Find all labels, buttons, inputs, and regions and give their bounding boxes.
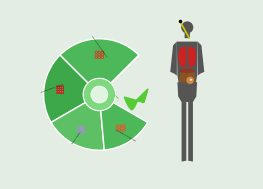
Circle shape xyxy=(83,78,115,111)
Circle shape xyxy=(84,126,85,127)
Wedge shape xyxy=(101,103,148,150)
Circle shape xyxy=(58,88,60,89)
Wedge shape xyxy=(44,55,88,122)
Circle shape xyxy=(77,128,78,129)
Circle shape xyxy=(79,130,80,131)
Polygon shape xyxy=(198,42,204,76)
Text: Safe to the environment: Safe to the environment xyxy=(92,35,107,57)
Polygon shape xyxy=(188,46,196,68)
Text: Photodynamic therapy: Photodynamic therapy xyxy=(40,84,63,93)
Circle shape xyxy=(58,90,60,91)
Polygon shape xyxy=(114,94,119,99)
Circle shape xyxy=(79,128,80,129)
Ellipse shape xyxy=(190,79,192,81)
Polygon shape xyxy=(170,42,177,76)
Circle shape xyxy=(60,85,62,87)
Circle shape xyxy=(77,126,78,127)
Ellipse shape xyxy=(180,69,195,73)
Polygon shape xyxy=(136,89,148,102)
Polygon shape xyxy=(181,102,186,162)
Ellipse shape xyxy=(186,77,194,84)
Circle shape xyxy=(77,132,78,134)
Wedge shape xyxy=(60,39,139,83)
Circle shape xyxy=(58,85,60,87)
Polygon shape xyxy=(178,82,197,102)
Polygon shape xyxy=(177,42,198,83)
Polygon shape xyxy=(179,73,195,82)
Wedge shape xyxy=(51,103,104,150)
FancyBboxPatch shape xyxy=(185,33,190,38)
Circle shape xyxy=(60,88,62,89)
Circle shape xyxy=(181,21,193,33)
Polygon shape xyxy=(124,91,147,110)
Circle shape xyxy=(56,90,57,91)
Circle shape xyxy=(77,130,78,131)
Circle shape xyxy=(91,86,108,103)
Circle shape xyxy=(84,130,85,131)
Circle shape xyxy=(82,130,83,131)
Circle shape xyxy=(82,132,83,134)
Circle shape xyxy=(56,85,57,87)
Circle shape xyxy=(63,85,64,87)
Polygon shape xyxy=(188,102,193,162)
Text: Chemotherapy: Chemotherapy xyxy=(72,130,82,144)
Polygon shape xyxy=(178,46,186,68)
Circle shape xyxy=(60,90,62,91)
Circle shape xyxy=(82,128,83,129)
Circle shape xyxy=(56,92,57,94)
Circle shape xyxy=(63,90,64,91)
Polygon shape xyxy=(114,99,119,103)
Circle shape xyxy=(60,92,62,94)
Circle shape xyxy=(58,92,60,94)
Circle shape xyxy=(84,128,85,129)
Circle shape xyxy=(63,92,64,94)
Circle shape xyxy=(84,132,85,134)
Circle shape xyxy=(79,132,80,134)
Text: Photothermal therapy: Photothermal therapy xyxy=(115,129,136,142)
Circle shape xyxy=(79,126,80,127)
Circle shape xyxy=(82,126,83,127)
Circle shape xyxy=(63,88,64,89)
Circle shape xyxy=(56,88,57,89)
